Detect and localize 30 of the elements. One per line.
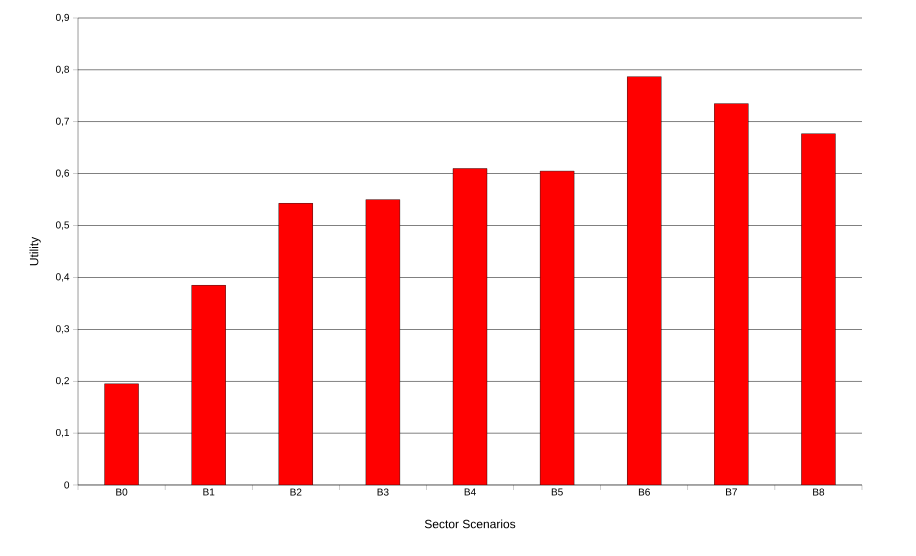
y-tick-label: 0,3 — [56, 325, 70, 334]
x-tick-label: B2 — [290, 488, 302, 496]
y-tick-label: 0,2 — [56, 377, 69, 386]
bar — [714, 103, 749, 485]
x-tick-label: B0 — [116, 488, 128, 496]
bar — [104, 384, 139, 485]
bar — [278, 203, 313, 485]
bar — [452, 168, 488, 485]
y-axis-title: Utility — [30, 236, 41, 266]
bar — [191, 285, 226, 485]
x-tick-label: B4 — [464, 488, 476, 496]
y-tick-label: 0,8 — [56, 66, 70, 74]
y-tick-label: 0,6 — [56, 170, 70, 178]
x-tick-label: B7 — [726, 488, 737, 496]
x-tick-label: B5 — [552, 488, 563, 496]
bar — [540, 170, 574, 485]
x-axis-title: Sector Scenarios — [424, 519, 516, 528]
bar — [366, 199, 400, 485]
y-tick-label: 0,7 — [56, 118, 69, 126]
bar — [801, 134, 836, 485]
y-tick-label: 0,4 — [56, 273, 70, 282]
y-tick-label: 0,9 — [56, 14, 70, 22]
x-tick-label: B3 — [378, 488, 389, 496]
bar — [627, 76, 662, 485]
x-tick-label: B6 — [638, 488, 650, 496]
y-tick-label: 0,5 — [56, 221, 70, 230]
x-tick-label: B8 — [813, 488, 824, 496]
y-tick-label: 0,1 — [56, 428, 69, 438]
y-tick-label: 0 — [64, 481, 70, 489]
x-tick-label: B1 — [203, 488, 214, 496]
